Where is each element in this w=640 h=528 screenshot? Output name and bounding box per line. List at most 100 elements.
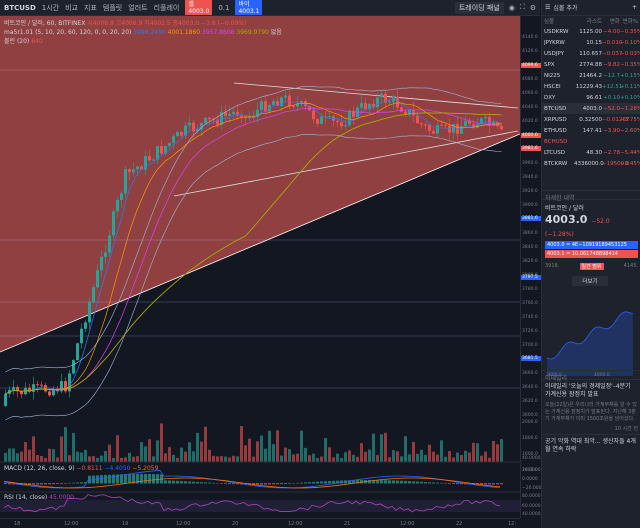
news-headline[interactable]: 이데일리 '오늘의 경제일정'–4분기 가계신용 잠정치 발표	[545, 383, 631, 398]
macd-histogram-bar	[424, 482, 427, 484]
bollinger-lower	[5, 133, 502, 421]
price-tick-label: 3960.0	[522, 161, 538, 166]
compare-button[interactable]: 비교	[65, 3, 79, 12]
watchlist-row[interactable]: NI225 21464.2 −12.7 +0.15%	[542, 70, 640, 81]
macd-histogram-bar	[68, 482, 71, 484]
macd-histogram-bar	[408, 481, 411, 484]
alert-button[interactable]: 얼러트	[128, 3, 148, 12]
rsi-value: 45.0000	[49, 494, 74, 501]
mini-axis-label: 4000.0	[594, 372, 610, 378]
col-last[interactable]: 라스트	[586, 19, 602, 25]
volume-bar	[460, 455, 463, 462]
macd-histogram-bar	[444, 483, 447, 484]
watchlist-row[interactable]: JPYKRW 10.15 −0.010 −0.10%	[542, 37, 640, 48]
candle-body	[388, 101, 391, 103]
candle-body	[252, 116, 255, 118]
watchlist-row[interactable]: ETHUSD 147.41 −3.90 −2.60%	[542, 125, 640, 136]
more-button[interactable]: 더보기	[572, 276, 608, 286]
macd-histogram-bar	[116, 474, 119, 484]
col-change[interactable]: 변화	[609, 19, 620, 25]
watchlist-row[interactable]: USDKRW 1125.00 −4.00 −0.35%	[542, 26, 640, 37]
price-tick-label: 3620.0	[522, 399, 538, 404]
watchlist-menu-icon[interactable]: ☰	[545, 4, 551, 11]
watchlist-change-pct: −0.10%	[620, 39, 640, 46]
watchlist-row[interactable]: USDJPY 110.657 −0.037 −0.03%	[542, 48, 640, 59]
watchlist-change-pct: −0.45%	[620, 160, 640, 167]
volume-bar	[116, 435, 119, 462]
chart-canvas[interactable]	[0, 16, 520, 518]
volume-bar	[220, 456, 223, 462]
volume-bar	[232, 455, 235, 462]
col-change-pct[interactable]: 변화%	[622, 19, 638, 25]
macd-histogram-bar	[32, 483, 35, 485]
time-tick-label: 12:00	[176, 521, 191, 527]
plus-icon[interactable]: +	[631, 4, 637, 11]
trading-panel-button[interactable]: 트레이딩 패널	[454, 1, 504, 14]
volume-bar	[200, 441, 203, 462]
camera-icon[interactable]: ◉	[508, 3, 515, 12]
watchlist-row[interactable]: HSCEI 11229.43 +12.51 +0.11%	[542, 81, 640, 92]
col-symbol[interactable]: 심볼	[544, 19, 555, 25]
candle-body	[240, 115, 243, 117]
volume-bar	[312, 453, 315, 462]
candle-body	[248, 117, 251, 119]
watchlist-row[interactable]: DXY 96.61 +0.10 +0.10%	[542, 92, 640, 103]
fullscreen-icon[interactable]: ⛶	[519, 3, 525, 11]
legend-low: 저4002.5	[144, 20, 171, 27]
news-headline-2[interactable]: 공기 악화 역대 최악... 생산자들 4개월 연속 하락	[542, 434, 640, 457]
watchlist-row[interactable]: SPX 2774.88 −9.82 −0.35%	[542, 59, 640, 70]
chart-area[interactable]: 비트코인 / 달러, 60, BITFINEX 시4006.8 고4006.9 …	[0, 16, 520, 518]
candle-body	[16, 387, 19, 392]
buy-button[interactable]: 바이 4003.1	[235, 0, 263, 15]
indicators-button[interactable]: 지표	[84, 3, 97, 12]
macd-histogram-bar	[264, 483, 267, 485]
mini-axis-label: 3800.0	[546, 372, 562, 378]
macd-value: −0.8111	[76, 465, 103, 472]
macd-histogram-bar	[396, 480, 399, 484]
volume-bar	[280, 455, 283, 462]
volume-bar	[260, 435, 263, 462]
watchlist-last: 1125.00	[579, 28, 602, 35]
volume-tick-label: 1800.0	[522, 436, 538, 441]
watchlist-row[interactable]: LTCUSD 48.30 −2.78 −5.44%	[542, 147, 640, 158]
candle-body	[472, 124, 475, 128]
rsi-legend: RSI (14, close) 45.0000	[4, 494, 74, 501]
volume-bar	[472, 442, 475, 462]
settings-icon[interactable]: ⚙	[529, 3, 536, 12]
macd-histogram-bar	[208, 482, 211, 484]
candle-body	[144, 156, 147, 170]
support-zone-fill	[0, 16, 520, 352]
replay-button[interactable]: 리플레이	[153, 3, 180, 12]
macd-histogram-bar	[372, 479, 375, 484]
watchlist-change-pct: +0.15%	[620, 72, 640, 79]
symbol-search[interactable]: BTCUSD	[4, 3, 36, 12]
macd-histogram-bar	[352, 480, 355, 484]
interval-selector[interactable]: 1시간	[41, 3, 60, 12]
time-axis[interactable]: 18 12:00 19 12:00 20 12:00 21 12:00 22 12:	[0, 518, 520, 528]
templates-button[interactable]: 템플릿	[102, 3, 123, 12]
volume-bar	[48, 448, 51, 462]
watchlist-change: −3.90	[603, 127, 620, 134]
candle-body	[368, 103, 371, 110]
volume-bar	[368, 449, 371, 462]
watchlist-row[interactable]: BTCKRW 4336000.0 −19500.0 −0.45%	[542, 158, 640, 169]
watchlist-row[interactable]: BTCUSD 4003.0 −52.0 −1.28%	[542, 103, 640, 114]
price-tick-label: 4060.0	[522, 91, 538, 96]
macd-histogram-bar	[400, 480, 403, 484]
macd-histogram-bar	[376, 479, 379, 484]
candle-body	[320, 116, 323, 124]
candle-body	[136, 166, 139, 170]
legend-high: 고4006.9	[115, 20, 143, 27]
price-axis[interactable]: 4140.04120.04100.04080.04060.04040.04020…	[520, 16, 544, 518]
add-symbol-button[interactable]: 심볼 추가	[553, 5, 578, 12]
candle-body	[300, 101, 303, 104]
macd-histogram-bar	[28, 483, 31, 485]
volume-bar	[404, 436, 407, 462]
watchlist-row[interactable]: XRPUSD 0.32500 −0.01267 −3.75%	[542, 114, 640, 125]
candle-body	[444, 125, 447, 127]
price-tag: 3681.5	[521, 355, 541, 361]
sell-button[interactable]: 셀 4003.0	[185, 0, 213, 15]
watchlist-change-pct: −2.60%	[620, 127, 640, 134]
watchlist-row[interactable]: BCHUSD	[542, 136, 640, 147]
volume-bar	[424, 454, 427, 462]
